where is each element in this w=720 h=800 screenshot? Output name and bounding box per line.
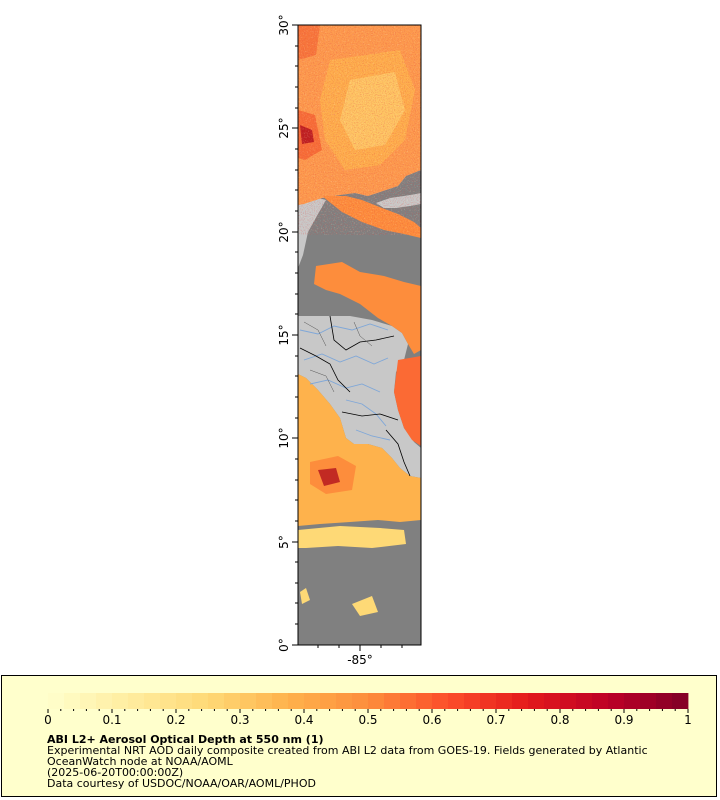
legend-description: Experimental NRT AOD daily composite cre…	[47, 744, 648, 757]
colorbar-cell	[368, 693, 385, 709]
colorbar-cell	[640, 693, 657, 709]
colorbar-tick-labels: 0 0.1 0.2 0.3 0.4 0.5 0.6 0.7 0.8 0.9 1	[44, 713, 692, 727]
colorbar-cell	[624, 693, 641, 709]
colorbar-tick-label: 0.7	[486, 713, 505, 727]
colorbar-cell	[528, 693, 545, 709]
x-tick-label: -85°	[347, 653, 373, 667]
map-figure: 0° 5° 10° 15° 20° 25° 30° -85°	[277, 14, 422, 667]
colorbar-cell	[512, 693, 529, 709]
legend-credit: Data courtesy of USDOC/NOAA/OAR/AOML/PHO…	[47, 777, 316, 790]
colorbar-tick-label: 0.3	[230, 713, 249, 727]
colorbar-cell	[576, 693, 593, 709]
colorbar-cell	[432, 693, 449, 709]
colorbar-cell	[176, 693, 193, 709]
colorbar-cell	[560, 693, 577, 709]
rivers	[299, 323, 391, 441]
colorbar-cell	[352, 693, 369, 709]
x-axis: -85°	[317, 645, 403, 667]
colorbar-cell	[656, 693, 673, 709]
colorbar-cell	[48, 693, 65, 709]
colorbar-tick-label: 0.5	[358, 713, 377, 727]
colorbar-cell	[400, 693, 417, 709]
colorbar-tick-label: 0	[44, 713, 52, 727]
colorbar-gradient	[48, 693, 689, 709]
colorbar-tick-label: 0.1	[102, 713, 121, 727]
colorbar-cell	[80, 693, 97, 709]
y-axis: 0° 5° 10° 15° 20° 25° 30°	[277, 14, 298, 652]
colorbar-cell	[128, 693, 145, 709]
legend-timestamp: (2025-06-20T00:00:00Z)	[47, 766, 184, 779]
y-tick-label: 15°	[277, 324, 291, 345]
colorbar-tick-label: 0.8	[550, 713, 569, 727]
colorbar-cell	[304, 693, 321, 709]
colorbar-cell	[496, 693, 513, 709]
country-borders	[299, 315, 411, 477]
colorbar-tick-label: 0.9	[614, 713, 633, 727]
map-area	[298, 25, 421, 645]
colorbar-cell	[336, 693, 353, 709]
legend-description-cont: OceanWatch node at NOAA/AOML	[47, 755, 233, 768]
land-central-america	[298, 316, 421, 478]
y-tick-label: 20°	[277, 221, 291, 242]
colorbar-tick-label: 1	[684, 713, 692, 727]
colorbar-cell	[320, 693, 337, 709]
colorbar-ticks	[47, 709, 689, 713]
colorbar-tick-label: 0.6	[422, 713, 441, 727]
colorbar-cell	[160, 693, 177, 709]
colorbar-cell	[448, 693, 465, 709]
colorbar: 0 0.1 0.2 0.3 0.4 0.5 0.6 0.7 0.8 0.9 1	[44, 693, 692, 727]
colorbar-cell	[192, 693, 209, 709]
colorbar-cell	[96, 693, 113, 709]
y-tick-label: 30°	[277, 14, 291, 35]
y-tick-label: 25°	[277, 117, 291, 138]
colorbar-cell	[144, 693, 161, 709]
colorbar-cell	[672, 693, 689, 709]
colorbar-cell	[608, 693, 625, 709]
colorbar-cell	[384, 693, 401, 709]
y-tick-label: 0°	[277, 638, 291, 652]
colorbar-cell	[208, 693, 225, 709]
colorbar-cell	[464, 693, 481, 709]
colorbar-cell	[272, 693, 289, 709]
colorbar-cell	[480, 693, 497, 709]
legend-title: ABI L2+ Aerosol Optical Depth at 550 nm …	[47, 733, 324, 746]
colorbar-cell	[416, 693, 433, 709]
colorbar-cell	[64, 693, 81, 709]
y-tick-label: 5°	[277, 535, 291, 549]
colorbar-cell	[256, 693, 273, 709]
y-tick-label: 10°	[277, 427, 291, 448]
colorbar-cell	[592, 693, 609, 709]
colorbar-cell	[112, 693, 129, 709]
colorbar-tick-label: 0.4	[294, 713, 313, 727]
colorbar-cell	[288, 693, 305, 709]
colorbar-cell	[224, 693, 241, 709]
colorbar-cell	[240, 693, 257, 709]
colorbar-tick-label: 0.2	[166, 713, 185, 727]
colorbar-cell	[544, 693, 561, 709]
